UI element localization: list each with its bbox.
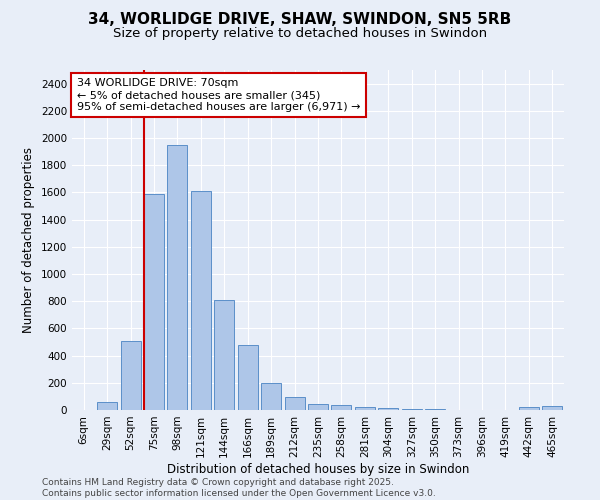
Text: Contains HM Land Registry data © Crown copyright and database right 2025.
Contai: Contains HM Land Registry data © Crown c… [42,478,436,498]
Bar [379,408,398,410]
Bar [144,194,164,410]
Bar [519,408,539,410]
Bar [402,408,422,410]
Bar [542,406,562,410]
Text: Size of property relative to detached houses in Swindon: Size of property relative to detached ho… [113,28,487,40]
Bar [214,300,234,410]
Bar [238,344,257,410]
X-axis label: Distribution of detached houses by size in Swindon: Distribution of detached houses by size … [167,462,469,475]
Bar [284,397,305,410]
Bar [355,406,375,410]
Text: 34, WORLIDGE DRIVE, SHAW, SWINDON, SN5 5RB: 34, WORLIDGE DRIVE, SHAW, SWINDON, SN5 5… [88,12,512,28]
Bar [191,191,211,410]
Y-axis label: Number of detached properties: Number of detached properties [22,147,35,333]
Bar [261,383,281,410]
Bar [331,405,352,410]
Bar [308,404,328,410]
Bar [167,145,187,410]
Bar [97,402,117,410]
Text: 34 WORLIDGE DRIVE: 70sqm
← 5% of detached houses are smaller (345)
95% of semi-d: 34 WORLIDGE DRIVE: 70sqm ← 5% of detache… [77,78,361,112]
Bar [425,408,445,410]
Bar [121,340,140,410]
